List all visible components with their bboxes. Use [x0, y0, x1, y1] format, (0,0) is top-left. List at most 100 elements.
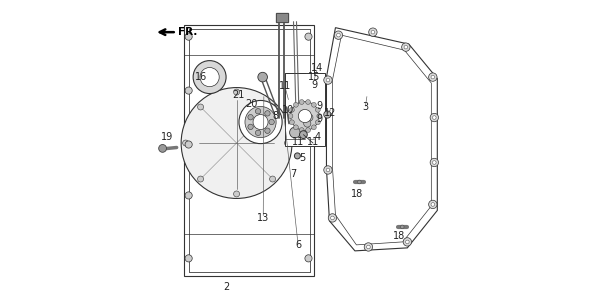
- Circle shape: [428, 200, 437, 209]
- Circle shape: [255, 130, 261, 135]
- Circle shape: [305, 255, 312, 262]
- Circle shape: [306, 114, 313, 121]
- Circle shape: [270, 176, 276, 182]
- Circle shape: [253, 115, 268, 129]
- Text: 6: 6: [295, 240, 301, 250]
- Circle shape: [245, 107, 276, 138]
- Circle shape: [328, 214, 337, 222]
- Circle shape: [258, 72, 267, 82]
- Circle shape: [185, 87, 192, 94]
- Circle shape: [316, 120, 320, 125]
- Circle shape: [364, 243, 373, 251]
- Bar: [276, 13, 289, 22]
- Circle shape: [432, 116, 436, 119]
- Circle shape: [200, 67, 219, 87]
- Circle shape: [239, 101, 282, 144]
- Circle shape: [337, 33, 340, 37]
- Circle shape: [324, 76, 332, 84]
- Circle shape: [217, 123, 256, 163]
- Circle shape: [202, 109, 271, 178]
- Circle shape: [185, 141, 192, 148]
- Circle shape: [432, 161, 436, 164]
- Circle shape: [269, 119, 274, 125]
- Text: 7: 7: [290, 169, 297, 179]
- Circle shape: [185, 255, 192, 262]
- Circle shape: [185, 33, 192, 40]
- Circle shape: [324, 111, 331, 118]
- Circle shape: [305, 33, 312, 40]
- Circle shape: [265, 128, 270, 133]
- Bar: [284, 73, 325, 146]
- Circle shape: [270, 104, 276, 110]
- Circle shape: [371, 30, 375, 34]
- Text: 13: 13: [257, 213, 270, 223]
- Circle shape: [190, 97, 283, 189]
- Circle shape: [358, 180, 361, 184]
- Circle shape: [159, 144, 166, 152]
- Circle shape: [404, 45, 408, 49]
- Text: 3: 3: [362, 102, 369, 112]
- Text: 14: 14: [311, 63, 323, 73]
- Circle shape: [198, 176, 204, 182]
- Polygon shape: [276, 13, 289, 22]
- Circle shape: [193, 61, 226, 94]
- Circle shape: [403, 238, 412, 246]
- Circle shape: [183, 140, 189, 146]
- Circle shape: [335, 31, 343, 39]
- Circle shape: [402, 43, 410, 51]
- Circle shape: [284, 140, 290, 146]
- Text: 15: 15: [308, 72, 320, 82]
- Text: 11: 11: [292, 137, 304, 147]
- Circle shape: [312, 102, 316, 107]
- Circle shape: [306, 100, 310, 104]
- Circle shape: [326, 78, 330, 82]
- Circle shape: [255, 109, 261, 114]
- Circle shape: [299, 128, 304, 132]
- Circle shape: [234, 89, 240, 95]
- Circle shape: [185, 192, 192, 199]
- Text: 11: 11: [279, 81, 291, 91]
- Text: 9: 9: [317, 114, 323, 124]
- Text: 10: 10: [282, 105, 294, 115]
- Circle shape: [306, 128, 310, 132]
- Circle shape: [294, 153, 300, 159]
- Circle shape: [290, 127, 300, 138]
- Circle shape: [228, 134, 245, 152]
- Text: 19: 19: [161, 132, 173, 142]
- Circle shape: [304, 120, 311, 127]
- Circle shape: [401, 225, 404, 229]
- Circle shape: [248, 124, 253, 129]
- Text: 18: 18: [350, 189, 363, 199]
- Text: 16: 16: [195, 72, 206, 82]
- Circle shape: [288, 114, 293, 118]
- Circle shape: [428, 73, 437, 81]
- Text: 12: 12: [324, 108, 336, 118]
- Circle shape: [324, 166, 332, 174]
- Circle shape: [330, 216, 335, 220]
- Circle shape: [265, 111, 270, 116]
- Text: 9: 9: [312, 79, 317, 90]
- Text: 11: 11: [307, 137, 319, 147]
- Circle shape: [366, 245, 370, 249]
- Text: 2: 2: [223, 282, 229, 292]
- Circle shape: [405, 240, 409, 244]
- Circle shape: [299, 110, 312, 123]
- Circle shape: [198, 104, 204, 110]
- Text: 20: 20: [245, 99, 258, 109]
- Circle shape: [290, 107, 294, 112]
- Text: 9: 9: [317, 101, 323, 110]
- Circle shape: [300, 131, 307, 138]
- Circle shape: [316, 107, 320, 112]
- Circle shape: [300, 110, 307, 117]
- Circle shape: [290, 102, 319, 130]
- Circle shape: [431, 75, 435, 79]
- Circle shape: [369, 28, 377, 36]
- Text: 8: 8: [273, 111, 278, 121]
- Circle shape: [430, 158, 438, 167]
- Circle shape: [326, 168, 330, 172]
- Text: 4: 4: [314, 132, 320, 142]
- Text: FR.: FR.: [178, 27, 197, 37]
- Circle shape: [317, 114, 322, 118]
- Circle shape: [299, 100, 304, 104]
- Circle shape: [431, 203, 435, 206]
